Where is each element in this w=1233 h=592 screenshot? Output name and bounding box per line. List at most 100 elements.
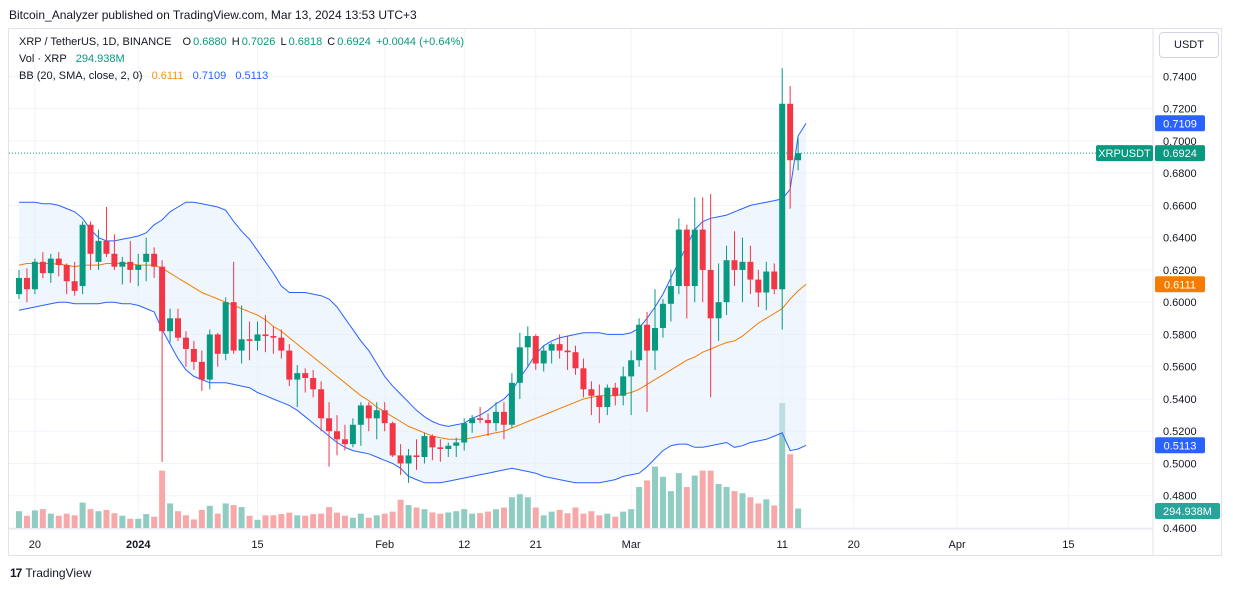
volume-bar bbox=[55, 515, 62, 528]
candle bbox=[469, 415, 476, 433]
candle bbox=[421, 432, 428, 464]
legend-vol-label[interactable]: Vol · XRP bbox=[19, 53, 67, 65]
volume-bar bbox=[39, 509, 46, 528]
price-tag-text: 0.6924 bbox=[1163, 148, 1197, 160]
volume-bar bbox=[548, 511, 555, 528]
candle bbox=[334, 415, 340, 456]
candle bbox=[349, 418, 356, 448]
volume-bar bbox=[31, 510, 38, 528]
volume-bar bbox=[715, 483, 722, 528]
candle-body bbox=[604, 387, 611, 408]
candle bbox=[326, 402, 333, 467]
candle bbox=[532, 334, 539, 370]
candle-body bbox=[516, 347, 523, 383]
legend-h-label: H bbox=[231, 36, 240, 48]
candle bbox=[500, 402, 507, 440]
candle-body bbox=[167, 318, 174, 332]
volume-bar bbox=[182, 515, 189, 528]
candle-body bbox=[763, 271, 770, 293]
candle-body bbox=[652, 327, 658, 351]
volume-bar bbox=[318, 513, 325, 528]
volume-bar bbox=[167, 503, 174, 528]
legend-bb-basis: 0.6111 bbox=[151, 70, 184, 82]
candle-body bbox=[421, 436, 428, 458]
volume-bar bbox=[214, 513, 221, 528]
candle bbox=[79, 221, 86, 295]
volume-bar bbox=[95, 511, 102, 528]
volume-bar bbox=[755, 503, 762, 528]
volume-bar bbox=[612, 516, 619, 528]
candle-body bbox=[262, 334, 269, 337]
candle bbox=[477, 407, 484, 424]
volume-bar bbox=[437, 513, 444, 528]
bollinger-band-fill bbox=[19, 123, 807, 483]
candle bbox=[628, 350, 635, 416]
candle-body bbox=[230, 302, 237, 351]
candle bbox=[16, 269, 22, 299]
publisher-header: Bitcoin_Analyzer published on TradingVie… bbox=[9, 8, 417, 22]
candle bbox=[103, 207, 110, 258]
candle-body bbox=[707, 269, 714, 319]
volume-bar bbox=[230, 505, 237, 528]
volume-bar bbox=[373, 515, 380, 528]
volume-bar bbox=[469, 513, 476, 528]
bollinger-upper-line bbox=[19, 123, 807, 427]
candle-body bbox=[47, 258, 54, 274]
candle-body bbox=[365, 405, 372, 419]
price-tag-text: 0.7109 bbox=[1163, 118, 1197, 130]
volume-bar bbox=[405, 505, 412, 528]
footer-brand: 17 TradingView bbox=[10, 566, 91, 580]
candle-body bbox=[580, 368, 587, 390]
candle bbox=[167, 308, 174, 343]
candle bbox=[588, 381, 595, 416]
volume-bar bbox=[357, 513, 364, 528]
candle-body bbox=[206, 334, 213, 380]
legend-bb-label[interactable]: BB (20, SMA, close, 2, 0) bbox=[19, 70, 143, 82]
volume-bar bbox=[453, 511, 460, 528]
candle bbox=[755, 269, 762, 308]
volume-bar bbox=[119, 515, 126, 528]
volume-bar bbox=[278, 514, 285, 528]
candle bbox=[365, 402, 372, 432]
candle-body bbox=[715, 302, 722, 319]
candle-body bbox=[437, 447, 444, 449]
candle-body bbox=[548, 344, 555, 351]
candle-body bbox=[524, 336, 531, 348]
volume-tag: 294.938M bbox=[1155, 503, 1220, 519]
price-tick-label: 0.4600 bbox=[1163, 523, 1197, 535]
time-tick-label: 15 bbox=[1062, 539, 1074, 551]
candle-body bbox=[151, 253, 158, 267]
symbol-tag-text: XRPUSDT bbox=[1098, 148, 1151, 160]
candle-body bbox=[87, 224, 94, 254]
candle bbox=[763, 261, 770, 311]
volume-bar bbox=[111, 513, 118, 528]
candle-body bbox=[310, 377, 317, 390]
candle-body bbox=[302, 373, 309, 378]
candle bbox=[644, 311, 651, 412]
candle bbox=[119, 257, 126, 285]
candle bbox=[278, 329, 285, 359]
legend-symbol[interactable]: XRP / TetherUS, 1D, BINANCE bbox=[19, 36, 172, 48]
candle bbox=[731, 231, 738, 287]
volume-bar bbox=[294, 515, 301, 528]
volume-bar bbox=[779, 403, 786, 528]
candle-body bbox=[397, 455, 404, 464]
volume-tag-bg bbox=[1155, 503, 1220, 519]
candle-body bbox=[596, 395, 603, 408]
candle-body bbox=[612, 387, 619, 396]
volume-bar bbox=[87, 509, 94, 528]
candle bbox=[771, 263, 778, 295]
currency-button[interactable]: USDT bbox=[1159, 32, 1219, 58]
legend-c-label: C bbox=[327, 36, 336, 48]
candle-body bbox=[318, 389, 325, 419]
time-tick-label: Mar bbox=[622, 539, 641, 551]
candle-body bbox=[111, 253, 118, 267]
candle-body bbox=[246, 339, 253, 341]
candle bbox=[341, 424, 348, 451]
candle-body bbox=[16, 277, 22, 295]
candle bbox=[636, 318, 643, 367]
volume-bar bbox=[556, 509, 563, 528]
price-tick-label: 0.6000 bbox=[1163, 297, 1197, 309]
candle bbox=[238, 305, 245, 364]
